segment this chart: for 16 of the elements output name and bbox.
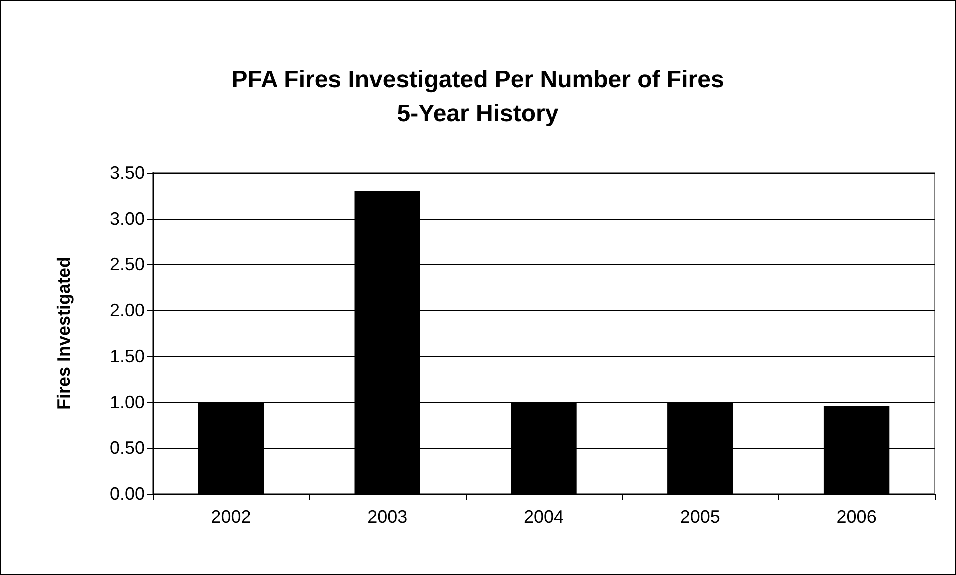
y-axis-title: Fires Investigated [54,256,74,410]
x-tick-label: 2004 [524,507,564,527]
y-tick-label: 0.50 [110,438,145,458]
x-tick-label: 2003 [368,507,408,527]
y-tick-label: 2.50 [110,254,145,275]
x-tick-label: 2002 [211,507,252,527]
y-tick-label: 1.50 [110,346,145,366]
y-tick-label: 1.00 [110,392,145,412]
chart-subtitle: 5-Year History [397,100,560,128]
y-tick-label: 2.00 [110,300,145,321]
x-tick-label: 2005 [680,507,720,527]
y-tick-label: 3.00 [110,208,145,229]
y-tick-label: 0.00 [110,484,145,504]
y-tick-label: 3.50 [110,163,145,183]
x-tick-label: 2006 [836,507,877,527]
chart-title: PFA Fires Investigated Per Number of Fires [232,66,724,94]
